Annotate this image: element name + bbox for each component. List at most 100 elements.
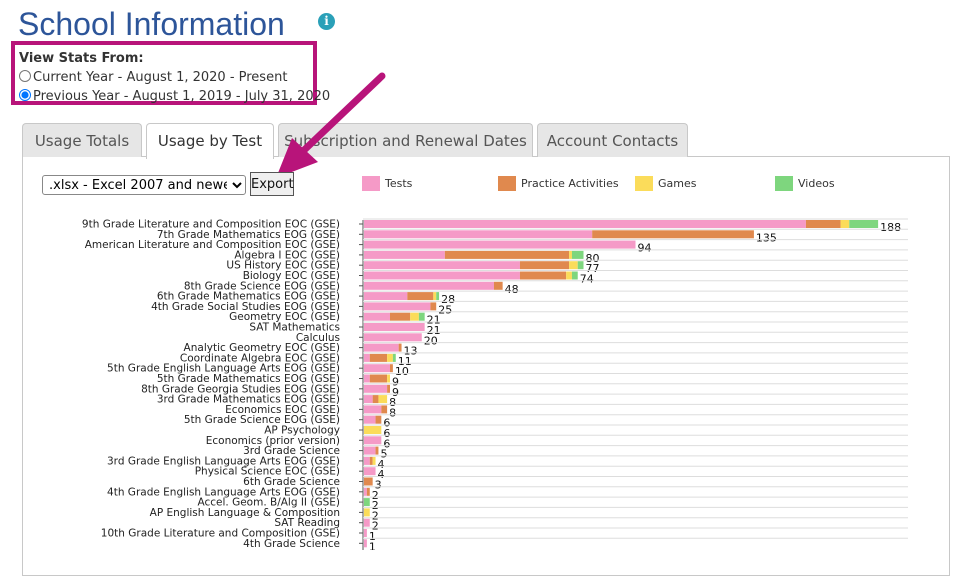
bar-segment-practice-activities[interactable] (372, 395, 379, 404)
bar-segment-games[interactable] (569, 261, 578, 270)
legend-videos: Videos (775, 176, 835, 192)
bar-segment-games[interactable] (372, 456, 376, 465)
bar-segment-tests[interactable] (364, 456, 370, 465)
legend-label-practice: Practice Activities (521, 177, 619, 190)
bar-segment-practice-activities[interactable] (387, 384, 390, 393)
bar-segment-practice-activities[interactable] (364, 477, 373, 486)
bar-segment-tests[interactable] (364, 323, 425, 331)
bar-total-label: 80 (586, 252, 600, 265)
bar-segment-practice-activities[interactable] (398, 343, 402, 352)
bar-total-label: 21 (427, 314, 441, 327)
bar-segment-practice-activities[interactable] (519, 271, 567, 280)
bar-segment-tests[interactable] (364, 518, 370, 527)
legend-label-videos: Videos (798, 177, 835, 190)
category-label: 10th Grade Literature and Composition (G… (101, 528, 340, 540)
bar-segment-tests[interactable] (364, 261, 520, 270)
tab-usage-by-test[interactable]: Usage by Test (146, 123, 274, 159)
bar-segment-videos[interactable] (392, 353, 396, 362)
bar-segment-practice-activities[interactable] (430, 302, 437, 311)
export-button[interactable]: Export (250, 172, 294, 196)
bar-total-label: 8 (389, 406, 396, 419)
bar-segment-practice-activities[interactable] (366, 487, 370, 496)
bar-segment-videos[interactable] (571, 271, 578, 280)
bar-segment-tests[interactable] (364, 240, 636, 249)
current-year-label: Current Year - August 1, 2020 - Present (33, 70, 288, 85)
bar-segment-tests[interactable] (364, 467, 376, 476)
bar-segment-tests[interactable] (364, 436, 382, 445)
bar-segment-games[interactable] (840, 220, 850, 228)
bar-total-label: 9 (392, 386, 399, 399)
bar-segment-practice-activities[interactable] (375, 415, 382, 424)
bar-segment-tests[interactable] (364, 230, 593, 239)
bar-segment-videos[interactable] (418, 312, 425, 321)
bar-segment-tests[interactable] (364, 281, 494, 290)
legend-swatch-videos (775, 176, 793, 191)
bar-segment-tests[interactable] (364, 415, 376, 424)
bar-segment-games[interactable] (387, 353, 393, 362)
category-label: AP English Language & Composition (150, 507, 340, 519)
bar-segment-tests[interactable] (364, 487, 367, 496)
bar-segment-games[interactable] (566, 271, 572, 280)
bar-segment-practice-activities[interactable] (493, 281, 503, 290)
tab-account-contacts[interactable]: Account Contacts (537, 123, 688, 157)
bar-segment-videos[interactable] (577, 261, 584, 270)
bar-segment-tests[interactable] (364, 405, 382, 414)
category-label: 4th Grade Social Studies EOG (GSE) (151, 301, 340, 313)
bar-total-label: 3 (375, 479, 382, 492)
current-year-option[interactable]: Current Year - August 1, 2020 - Present (19, 68, 309, 87)
bar-segment-practice-activities[interactable] (592, 230, 754, 239)
bar-segment-tests[interactable] (364, 250, 445, 259)
bar-segment-practice-activities[interactable] (519, 261, 570, 270)
bar-segment-tests[interactable] (364, 343, 399, 352)
bar-segment-practice-activities[interactable] (369, 374, 388, 383)
bar-segment-tests[interactable] (364, 446, 376, 455)
previous-year-radio[interactable] (19, 89, 31, 101)
bar-segment-tests[interactable] (364, 384, 388, 393)
bar-segment-tests[interactable] (364, 529, 367, 537)
tab-usage-totals[interactable]: Usage Totals (22, 123, 142, 157)
bar-segment-videos[interactable] (571, 250, 584, 259)
bar-segment-practice-activities[interactable] (389, 312, 411, 321)
bar-segment-games[interactable] (378, 395, 388, 404)
bar-segment-tests[interactable] (364, 271, 520, 280)
bar-segment-tests[interactable] (364, 292, 408, 301)
bar-segment-games[interactable] (387, 374, 390, 383)
current-year-radio[interactable] (19, 70, 31, 82)
category-label: Accel. Geom. B/Alg II (GSE) (197, 497, 340, 509)
category-label: 6th Grade Mathematics EOG (GSE) (157, 291, 340, 303)
bar-segment-practice-activities[interactable] (369, 456, 373, 465)
previous-year-option[interactable]: Previous Year - August 1, 2019 - July 31… (19, 87, 330, 106)
bar-segment-practice-activities[interactable] (389, 364, 393, 373)
bar-segment-practice-activities[interactable] (375, 446, 379, 455)
bar-segment-games[interactable] (433, 292, 437, 301)
bar-segment-practice-activities[interactable] (369, 353, 388, 362)
bar-segment-games[interactable] (364, 508, 370, 517)
bar-segment-practice-activities[interactable] (407, 292, 434, 301)
bar-segment-tests[interactable] (364, 312, 390, 321)
bar-segment-tests[interactable] (364, 395, 373, 404)
bar-segment-videos[interactable] (364, 498, 370, 507)
bar-total-label: 4 (378, 468, 385, 481)
bar-segment-games[interactable] (364, 426, 382, 434)
bar-segment-practice-activities[interactable] (444, 250, 570, 259)
bar-segment-tests[interactable] (364, 364, 390, 373)
category-label: Geometry EOC (GSE) (229, 311, 340, 323)
bar-segment-practice-activities[interactable] (381, 405, 388, 414)
bar-segment-practice-activities[interactable] (805, 220, 841, 228)
bar-segment-videos[interactable] (849, 220, 879, 228)
bar-total-label: 5 (380, 448, 387, 461)
bar-segment-games[interactable] (410, 312, 419, 321)
tab-subscription-renewal[interactable]: Subscription and Renewal Dates (278, 123, 533, 157)
bar-segment-tests[interactable] (364, 374, 370, 383)
bar-segment-tests[interactable] (364, 220, 806, 228)
bar-segment-videos[interactable] (436, 292, 440, 301)
category-label: 8th Grade Georgia Studies EOG (GSE) (141, 383, 340, 395)
info-icon[interactable]: i (318, 13, 335, 30)
bar-segment-tests[interactable] (364, 539, 367, 548)
bar-segment-tests[interactable] (364, 333, 422, 342)
bar-segment-tests[interactable] (364, 302, 431, 311)
bar-segment-games[interactable] (569, 250, 572, 259)
bar-total-label: 48 (505, 283, 519, 296)
format-select[interactable]: .xlsx - Excel 2007 and newer (42, 175, 246, 195)
bar-segment-tests[interactable] (364, 353, 370, 362)
